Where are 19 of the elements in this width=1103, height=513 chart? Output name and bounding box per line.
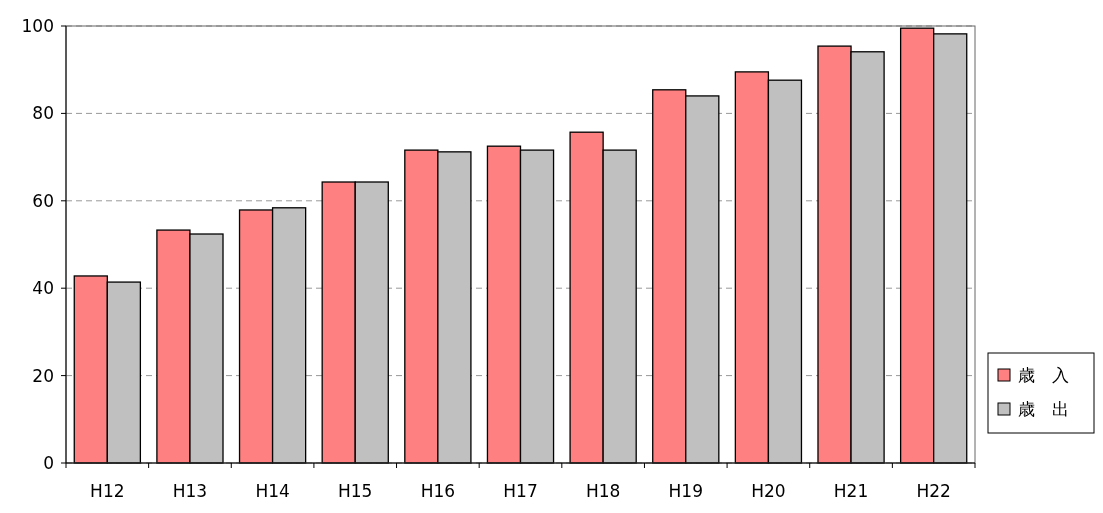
y-tick-label: 40: [32, 278, 54, 299]
x-tick-label: H21: [833, 481, 869, 501]
y-tick-label: 60: [32, 190, 54, 211]
x-tick-label: H14: [255, 481, 290, 501]
x-tick-label: H17: [503, 481, 538, 501]
y-tick-label: 20: [32, 365, 54, 386]
legend-label: 歳 入: [1018, 365, 1069, 385]
x-tick-label: H15: [338, 481, 373, 501]
x-tick-label: H19: [668, 481, 703, 501]
y-tick-label: 100: [21, 16, 54, 36]
x-tick-label: H22: [916, 481, 951, 501]
y-tick-label: 0: [43, 453, 54, 473]
y-tick-label: 80: [32, 103, 54, 124]
x-tick-label: H18: [585, 481, 621, 501]
x-tick-label: H16: [420, 481, 456, 501]
legend-label: 歳 出: [1018, 399, 1069, 419]
x-tick-label: H13: [172, 481, 208, 501]
x-tick-label: H12: [90, 481, 125, 501]
x-tick-label: H20: [751, 481, 786, 501]
